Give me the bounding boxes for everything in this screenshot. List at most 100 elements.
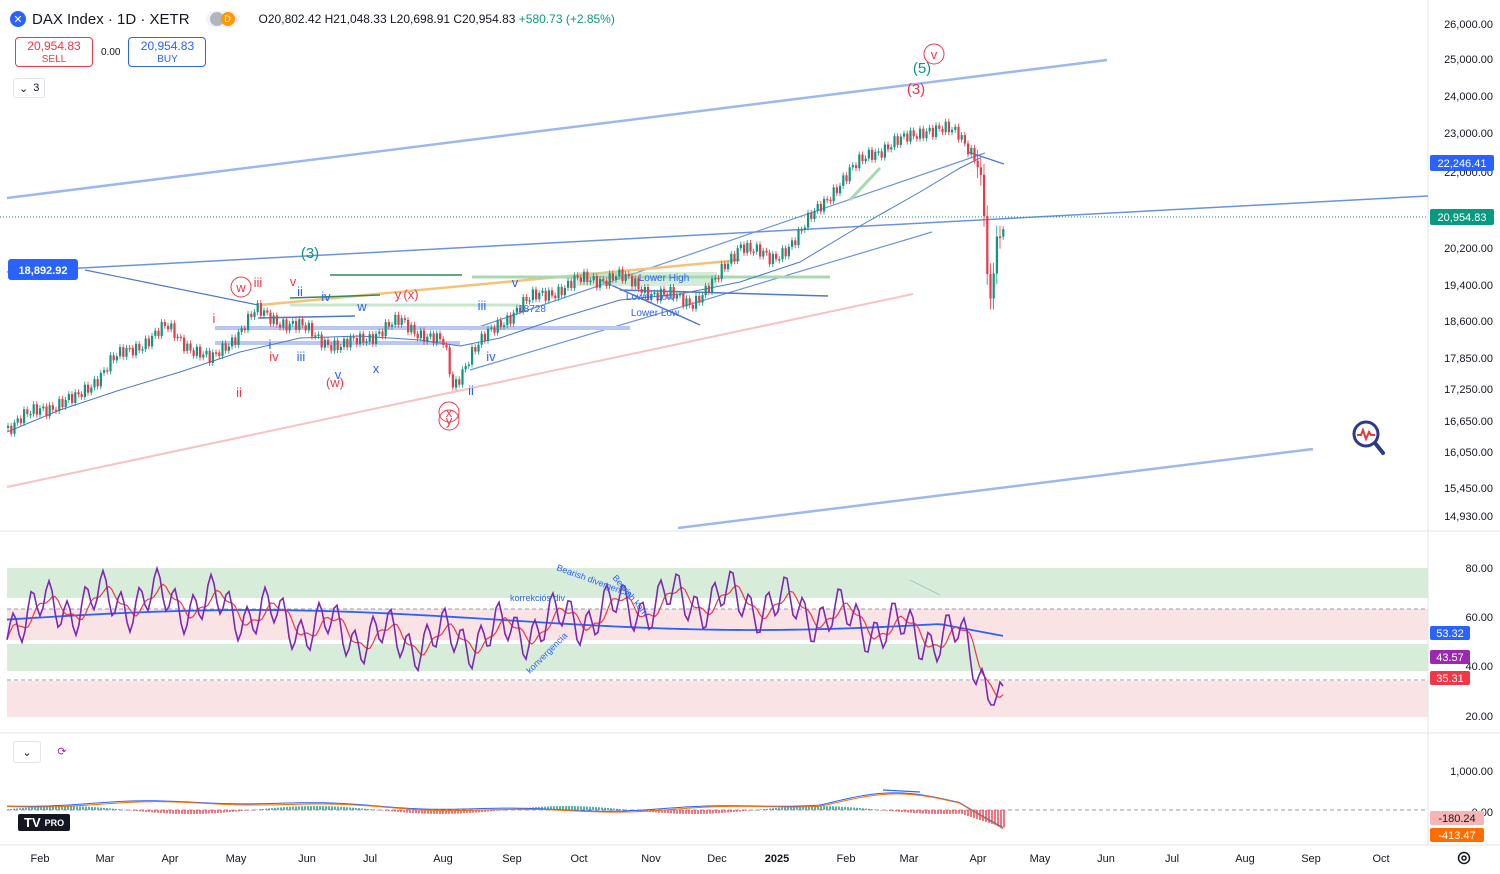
candle [995, 236, 998, 274]
candle [359, 333, 362, 345]
macd-bar [919, 810, 921, 814]
candle [973, 147, 976, 161]
macd-bar [580, 806, 582, 810]
macd-bar [400, 810, 402, 813]
candle [992, 273, 995, 299]
macd-bar [685, 810, 687, 814]
macd-bar [967, 810, 969, 817]
candle [381, 331, 384, 337]
wave-label: (5) [913, 60, 931, 77]
macd-bar [439, 810, 441, 814]
candle [819, 203, 822, 212]
wave-label: x [446, 405, 453, 420]
symbol-logo-icon[interactable]: ✕ [10, 11, 26, 27]
candle [320, 334, 323, 348]
wave-circle [230, 276, 252, 298]
buy-button[interactable]: 20,954.83 BUY [128, 37, 207, 67]
macd-bar [232, 810, 234, 812]
macd-bar [505, 809, 507, 811]
candle [96, 379, 99, 387]
macd-bar [943, 810, 945, 814]
macd-bar [19, 808, 21, 810]
macd-bar [586, 806, 588, 810]
rsi-tick-label: 40.00 [1465, 661, 1493, 673]
price-tick-label: 17,250.00 [1444, 384, 1493, 396]
candle [608, 273, 611, 286]
macd-bar [286, 806, 288, 810]
candle [986, 216, 989, 275]
candle [842, 175, 845, 186]
legend-collapse-button[interactable]: ⌄ 3 [13, 78, 46, 98]
rsi-badge [1430, 671, 1470, 685]
macd-bar [193, 810, 195, 814]
candle [471, 347, 474, 365]
candle [55, 409, 58, 412]
symbol-title[interactable]: DAX Index · 1D · XETR [32, 10, 190, 28]
candle [887, 144, 890, 150]
macd-bar [583, 806, 585, 810]
macd-bar [106, 808, 108, 810]
candle [839, 185, 842, 194]
candle [403, 318, 406, 320]
candle [51, 405, 54, 410]
macd-bar [784, 807, 786, 810]
tradingview-logo[interactable]: TV PRO [18, 814, 71, 831]
candle [957, 126, 960, 140]
candle [599, 278, 602, 288]
candle [858, 154, 861, 169]
macd-bar [259, 809, 261, 810]
candle [352, 336, 355, 339]
candle [922, 128, 925, 139]
candle [653, 292, 656, 295]
candle [455, 379, 458, 388]
trend-line [6, 195, 1429, 273]
candle [125, 347, 128, 357]
sell-button[interactable]: 20,954.83 SELL [15, 37, 93, 67]
candle [845, 175, 848, 182]
candle [151, 335, 154, 347]
macd-bar [769, 808, 771, 810]
candle [477, 344, 480, 352]
macd-bar [100, 807, 102, 810]
candle [451, 374, 454, 388]
macd-bar [625, 809, 627, 811]
macd-bar [568, 806, 570, 810]
macd-bar [964, 810, 966, 816]
sell-price: 20,954.83 [27, 39, 81, 53]
left-price-badge [8, 259, 78, 280]
macd-bar [178, 810, 180, 814]
rsi-badge [1430, 650, 1470, 664]
candle [762, 250, 765, 257]
macd-bar [679, 810, 681, 814]
rsi-badge-label: 53.32 [1436, 628, 1464, 640]
pane-collapse-button[interactable]: ⌄ [13, 741, 41, 763]
wave-label: ii [236, 385, 242, 400]
candle [749, 242, 752, 252]
candle [736, 248, 739, 262]
price-tick-label: 25,000.00 [1444, 54, 1493, 66]
macd-bar [742, 810, 744, 812]
macd-bar [340, 806, 342, 810]
macd-badge-label: -413.47 [1438, 830, 1475, 842]
refresh-button[interactable]: ⟳ [49, 741, 75, 761]
macd-bar [16, 808, 18, 810]
candle [714, 277, 717, 280]
candle [759, 244, 762, 257]
refresh-icon: ⟳ [57, 745, 67, 758]
candle [663, 288, 666, 295]
candle [295, 320, 298, 330]
candle [442, 339, 445, 345]
candle [29, 413, 32, 416]
macd-bar [406, 810, 408, 813]
gear-icon[interactable] [1456, 850, 1472, 866]
candle [432, 333, 435, 344]
candle [813, 210, 816, 219]
indicator-toggle[interactable]: D [205, 11, 239, 27]
time-tick-label: May [226, 853, 247, 865]
rsi-tick-label: 60.00 [1465, 612, 1493, 624]
macd-bar [460, 810, 462, 814]
candle [493, 327, 496, 333]
magnifier-icon[interactable] [1351, 419, 1385, 457]
macd-bar [199, 810, 201, 814]
